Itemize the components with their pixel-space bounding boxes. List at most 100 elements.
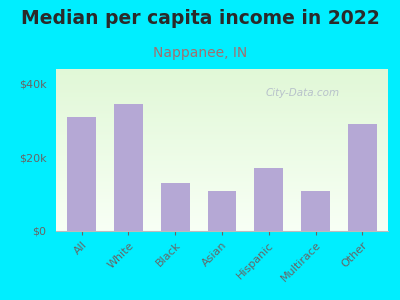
Bar — [56, 82, 388, 84]
Bar — [56, 90, 388, 92]
Bar — [56, 95, 388, 97]
Bar — [56, 212, 388, 213]
Bar — [56, 87, 388, 88]
Bar — [56, 186, 388, 187]
Bar — [56, 110, 388, 111]
Bar — [56, 176, 388, 178]
Bar — [56, 190, 388, 192]
Bar — [56, 208, 388, 210]
Bar — [56, 143, 388, 145]
Bar — [56, 111, 388, 113]
Bar — [56, 171, 388, 173]
Bar — [56, 92, 388, 93]
Bar — [56, 215, 388, 216]
Bar — [56, 93, 388, 95]
Bar — [56, 74, 388, 76]
Bar — [56, 72, 388, 74]
Bar — [56, 119, 388, 121]
Bar — [56, 178, 388, 179]
Bar — [56, 210, 388, 212]
Bar — [56, 76, 388, 77]
Bar — [56, 134, 388, 135]
Bar — [56, 130, 388, 132]
Bar — [56, 152, 388, 153]
Bar — [56, 163, 388, 165]
Bar — [348, 124, 377, 231]
Bar — [56, 221, 388, 223]
Bar — [56, 77, 388, 79]
Bar — [56, 101, 388, 103]
Bar — [208, 190, 236, 231]
Bar — [56, 105, 388, 106]
Bar — [56, 147, 388, 148]
Bar — [56, 153, 388, 155]
Bar — [56, 158, 388, 160]
Bar — [56, 174, 388, 176]
Bar — [56, 160, 388, 161]
Bar — [56, 192, 388, 194]
Bar — [56, 157, 388, 158]
Bar — [56, 189, 388, 190]
Bar — [114, 104, 143, 231]
Bar — [56, 184, 388, 186]
Bar — [56, 132, 388, 134]
Bar — [254, 168, 283, 231]
Bar — [56, 139, 388, 140]
Bar — [56, 213, 388, 215]
Bar — [56, 88, 388, 90]
Bar — [56, 127, 388, 129]
Bar — [56, 205, 388, 207]
Bar — [56, 220, 388, 221]
Bar — [56, 135, 388, 137]
Bar — [56, 203, 388, 205]
Bar — [56, 124, 388, 126]
Bar — [56, 230, 388, 231]
Bar — [56, 200, 388, 202]
Bar — [56, 103, 388, 105]
Bar — [56, 166, 388, 168]
Bar — [56, 114, 388, 116]
Bar — [56, 69, 388, 70]
Bar — [56, 169, 388, 171]
Bar — [56, 148, 388, 150]
Bar — [56, 182, 388, 184]
Text: Median per capita income in 2022: Median per capita income in 2022 — [21, 9, 379, 28]
Bar — [161, 183, 190, 231]
Bar — [56, 165, 388, 166]
Bar — [56, 168, 388, 169]
Bar — [56, 194, 388, 195]
Bar — [56, 155, 388, 157]
Bar — [56, 100, 388, 101]
Bar — [56, 129, 388, 130]
Text: Nappanee, IN: Nappanee, IN — [153, 46, 247, 61]
Bar — [56, 223, 388, 224]
Bar — [56, 216, 388, 218]
Bar — [56, 80, 388, 82]
Bar — [56, 140, 388, 142]
Bar — [56, 228, 388, 230]
Bar — [56, 218, 388, 220]
Bar — [56, 199, 388, 200]
Bar — [56, 161, 388, 163]
Bar — [56, 113, 388, 114]
Bar — [301, 190, 330, 231]
Bar — [56, 187, 388, 189]
Bar — [56, 108, 388, 110]
Bar — [56, 142, 388, 143]
Bar — [56, 79, 388, 80]
Bar — [56, 181, 388, 182]
Bar — [56, 179, 388, 181]
Bar — [56, 173, 388, 174]
Bar — [56, 121, 388, 122]
Bar — [56, 195, 388, 197]
Bar — [56, 84, 388, 85]
Bar — [56, 122, 388, 124]
Bar — [56, 224, 388, 226]
Bar — [56, 145, 388, 147]
Bar — [56, 226, 388, 228]
Text: City-Data.com: City-Data.com — [265, 88, 339, 98]
Bar — [56, 150, 388, 152]
Bar — [56, 97, 388, 98]
Bar — [56, 85, 388, 87]
Bar — [56, 116, 388, 118]
